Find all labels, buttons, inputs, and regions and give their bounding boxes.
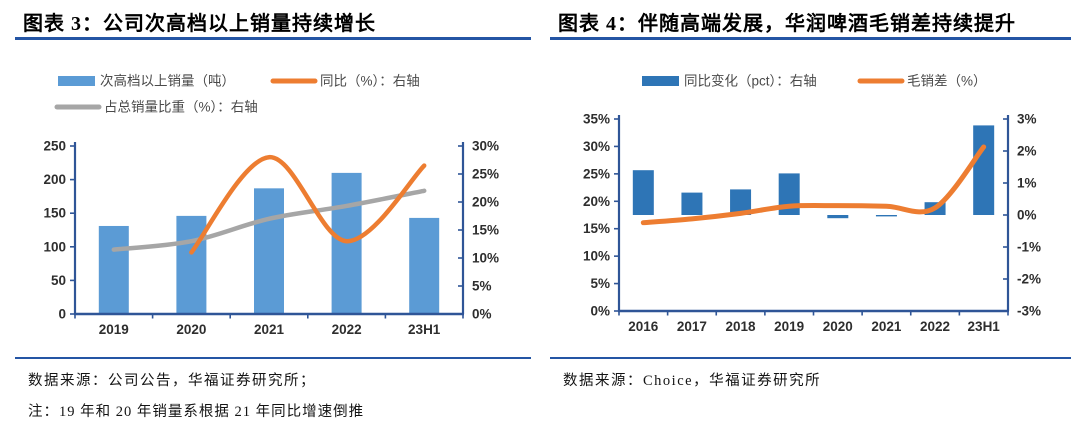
line-series-1 (111, 188, 427, 252)
x-category-label: 2020 (176, 322, 206, 337)
x-category-label: 2016 (628, 319, 659, 334)
legend-label: 次高档以上销量（吨） (100, 73, 235, 89)
left-tick-label: 35% (583, 112, 610, 127)
x-category-label: 2020 (823, 319, 853, 334)
right-tick-label: 20% (472, 195, 499, 210)
bar-2020 (827, 215, 849, 219)
x-category-label: 2022 (332, 322, 362, 337)
figure-3-note: 注：19 年和 20 年销量系根据 21 年同比增速倒推 (28, 404, 365, 420)
right-tick-label: -2% (1017, 272, 1041, 287)
right-tick-label: 3% (1017, 112, 1037, 127)
left-tick-label: 250 (43, 139, 66, 154)
bar-23H1 (409, 217, 440, 314)
figure-4-title: 图表 4：伴随高端发展，华润啤酒毛销差持续提升 (558, 13, 1016, 35)
bar-2019 (98, 225, 129, 314)
x-category-label: 23H1 (968, 319, 1001, 334)
bar-23H1 (973, 125, 995, 215)
figure-4: 图表 4：伴随高端发展，华润啤酒毛销差持续提升 0% 5% 10% 15% 20% 25%… (550, 0, 1075, 428)
bar-2018 (730, 189, 752, 215)
figure-3-title-rule (15, 37, 531, 40)
plot-area: 0 50 100 150 200 250 0% 5% 10% 15% 20% 25% 30% 2019 20… (43, 139, 499, 338)
right-tick-label: 5% (472, 279, 492, 294)
figure-3-source: 数据来源：公司公告，华福证券研究所； (28, 373, 316, 389)
right-tick-label: 25% (472, 167, 499, 182)
x-category-label: 2021 (871, 319, 902, 334)
x-category-label: 2021 (254, 322, 285, 337)
left-tick-label: 20% (583, 194, 610, 209)
legend-label: 同比（%）：右轴 (320, 74, 420, 89)
legend-label: 占总销量比重（%）：右轴 (104, 100, 258, 115)
x-category-label: 23H1 (408, 322, 441, 337)
left-tick-label: 100 (43, 239, 66, 254)
right-tick-label: 30% (472, 139, 499, 154)
figure-3-chart: 0 50 100 150 200 250 0% 5% 10% 15% 20% 25% 30% 2019 20… (43, 73, 499, 338)
right-tick-label: 15% (472, 223, 499, 238)
left-tick-label: 30% (583, 139, 610, 154)
bar-2021 (254, 188, 284, 314)
bar-2017 (681, 192, 703, 215)
x-category-label: 2022 (920, 319, 950, 334)
figure-4-source: 数据来源：Choice，华福证券研究所 (563, 373, 822, 389)
right-tick-label: 0% (1017, 208, 1037, 223)
x-category-label: 2017 (677, 319, 707, 334)
legend-swatch-bar (58, 76, 95, 86)
figure-3-title: 图表 3：公司次高档以上销量持续增长 (23, 13, 376, 35)
legend-label: 同比变化（pct）：右轴 (684, 74, 817, 89)
legend-swatch-bar (642, 76, 679, 86)
left-tick-label: 50 (51, 273, 66, 288)
right-tick-label: 2% (1017, 144, 1037, 159)
figure-3: 图表 3：公司次高档以上销量持续增长 0 50 100 150 200 250 0% 5% 10… (15, 0, 535, 428)
right-tick-label: 0% (472, 307, 492, 322)
right-tick-label: 1% (1017, 176, 1037, 191)
figure-3-footer-rule (15, 357, 531, 359)
right-tick-label: -1% (1017, 240, 1041, 255)
figure-4-footer-rule (550, 357, 1071, 359)
figure-4-chart: 0% 5% 10% 15% 20% 25% 30% 35% -3% -2% -1% 0% 1% 2% 3% 2… (583, 74, 1041, 335)
left-tick-label: 200 (43, 172, 66, 187)
x-category-label: 2019 (774, 319, 804, 334)
figure-4-title-rule (550, 37, 1071, 40)
plot-area: 0% 5% 10% 15% 20% 25% 30% 35% -3% -2% -1% 0% 1% 2% 3% 2… (583, 112, 1041, 335)
x-category-label: 2019 (99, 322, 129, 337)
left-tick-label: 0 (58, 307, 66, 322)
left-tick-label: 150 (43, 206, 66, 221)
line-series-0 (189, 154, 427, 255)
legend-label: 毛销差（%） (907, 74, 987, 89)
line-series-0 (640, 144, 987, 226)
right-tick-label: 10% (472, 251, 499, 266)
left-tick-label: 5% (590, 276, 610, 291)
x-category-label: 2018 (726, 319, 757, 334)
bar-2021 (875, 215, 897, 217)
bar-2016 (632, 170, 654, 215)
legend: 同比变化（pct）：右轴 毛销差（%） (642, 74, 987, 89)
left-tick-label: 25% (583, 166, 610, 181)
bar-2020 (176, 215, 207, 314)
left-tick-label: 0% (590, 304, 610, 319)
left-tick-label: 10% (583, 249, 610, 264)
right-tick-label: -3% (1017, 304, 1041, 319)
left-tick-label: 15% (583, 221, 610, 236)
